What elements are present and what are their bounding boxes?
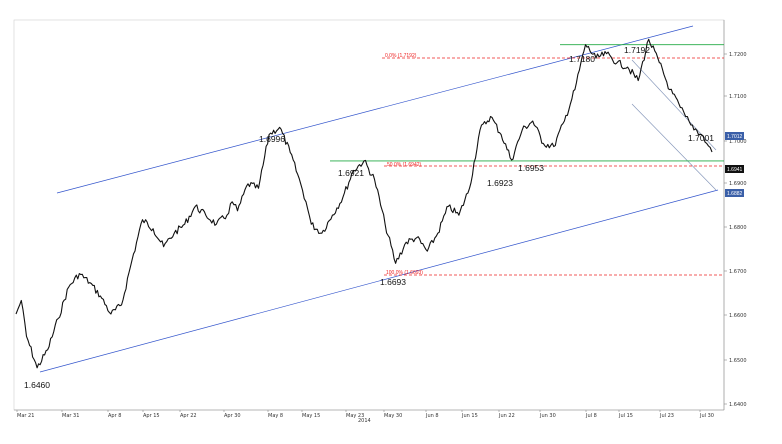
- y-tick-label: 1.7000: [729, 139, 747, 145]
- price-tag-1-7012: 1.7012: [725, 132, 744, 140]
- price-label-1-6693: 1.6693: [380, 277, 406, 287]
- horizontal-levels: [330, 44, 724, 162]
- fib-label-50: 50.0% (1.6942): [387, 162, 422, 168]
- price-label-1-7001: 1.7001: [688, 133, 714, 143]
- x-tick-label: Jun 8: [425, 413, 439, 419]
- price-tag-text: 1.6882: [727, 191, 743, 197]
- x-tick-label: Jun 30: [539, 413, 556, 419]
- price-label-1-6996: 1.6996: [259, 134, 285, 144]
- x-tick-label: Apr 22: [180, 413, 197, 419]
- y-tick-label: 1.7100: [729, 94, 747, 100]
- price-annotations: 1.6460 1.6996 1.6921 1.6693 1.6923 1.695…: [24, 45, 714, 390]
- x-tick-label: Jul 30: [699, 413, 714, 419]
- price-tag-1-6882: 1.6882: [725, 189, 744, 197]
- price-label-1-6460: 1.6460: [24, 380, 50, 390]
- x-tick-label: Jun 15: [461, 413, 478, 419]
- fibonacci-levels: 0.0% (1.7192) 50.0% (1.6942) 100.0% (1.6…: [382, 53, 724, 276]
- ascending-channel: [39, 25, 719, 373]
- price-series: [15, 38, 713, 369]
- x-tick-label: May 8: [268, 413, 283, 419]
- x-tick-label: Apr 8: [108, 413, 121, 419]
- channel-lower-line: [39, 189, 719, 373]
- price-label-1-6921: 1.6921: [338, 168, 364, 178]
- x-axis-ticks: Mar 21 Mar 31 Apr 8 Apr 15 Apr 22 Apr 30…: [16, 410, 714, 424]
- price-tag-bg: [725, 132, 744, 140]
- y-tick-label: 1.6900: [729, 181, 747, 187]
- y-tick-label: 1.6600: [729, 313, 747, 319]
- x-tick-label: Mar 21: [17, 413, 34, 419]
- y-axis-ticks: 1.6400 1.6500 1.6600 1.6700 1.6800 1.690…: [724, 52, 747, 408]
- price-label-1-6953: 1.6953: [518, 163, 544, 173]
- price-label-1-7180: 1.7180: [569, 54, 595, 64]
- x-tick-label: Mar 31: [62, 413, 79, 419]
- price-tag-text: 1.6941: [727, 167, 743, 173]
- price-line: [15, 38, 713, 369]
- descending-channel-lower: [631, 103, 717, 191]
- x-tick-label: Jul 8: [585, 413, 597, 419]
- x-tick-label: Jul 15: [618, 413, 633, 419]
- y-tick-label: 1.7200: [729, 52, 747, 58]
- price-tags: 1.7012 1.6941 1.6882: [725, 132, 744, 197]
- x-tick-label: Jun 22: [498, 413, 515, 419]
- y-tick-label: 1.6400: [729, 402, 747, 408]
- channel-upper-line: [56, 25, 694, 194]
- fib-label-100: 100.0% (1.6693): [386, 270, 423, 276]
- price-tag-bg: [725, 189, 744, 197]
- x-tick-label: Apr 15: [143, 413, 160, 419]
- x-tick-label: May 15: [302, 413, 320, 419]
- y-tick-label: 1.6500: [729, 358, 747, 364]
- price-tag-1-6941: 1.6941: [725, 165, 744, 173]
- y-tick-label: 1.6800: [729, 225, 747, 231]
- year-label: 2014: [358, 418, 371, 424]
- x-tick-label: May 23: [346, 413, 364, 419]
- x-tick-label: Apr 30: [224, 413, 241, 419]
- fib-label-0: 0.0% (1.7192): [385, 53, 417, 59]
- x-tick-label: May 30: [384, 413, 402, 419]
- price-label-1-6923: 1.6923: [487, 178, 513, 188]
- price-tag-text: 1.7012: [727, 134, 743, 140]
- x-tick-label: Jul 23: [659, 413, 674, 419]
- price-label-1-7192: 1.7192: [624, 45, 650, 55]
- y-tick-label: 1.6700: [729, 269, 747, 275]
- price-tag-bg: [725, 165, 744, 173]
